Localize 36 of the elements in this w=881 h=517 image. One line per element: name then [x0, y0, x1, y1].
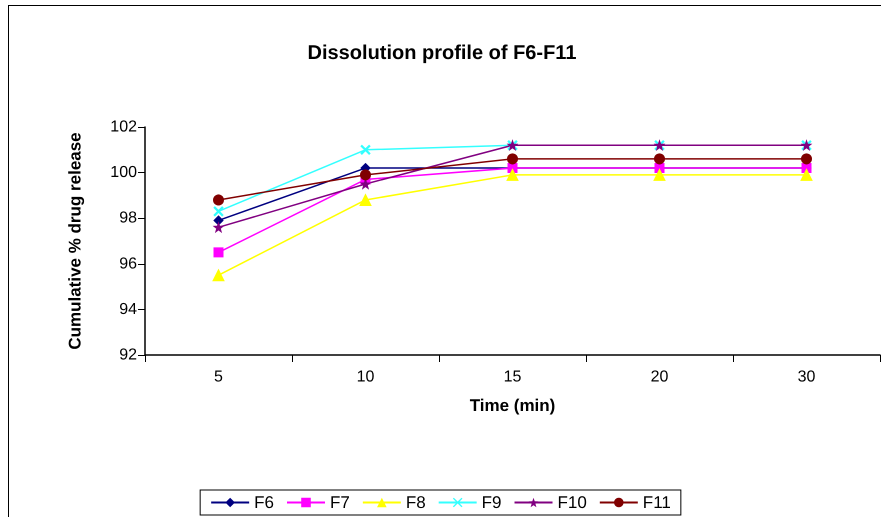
- point: [360, 194, 372, 206]
- point: [213, 194, 224, 206]
- legend-label: F7: [330, 493, 350, 512]
- point: [506, 168, 518, 181]
- point: [214, 215, 224, 226]
- legend-label: F10: [558, 493, 587, 512]
- x-tick-label: 20: [650, 368, 668, 386]
- point: [801, 153, 812, 164]
- y-tick-label: 96: [119, 255, 138, 272]
- y-tick-label: 102: [110, 118, 138, 136]
- x-tick-label: 15: [504, 368, 522, 386]
- point: [654, 153, 665, 164]
- point: [214, 247, 224, 258]
- point: [800, 168, 812, 181]
- point: [214, 206, 224, 216]
- point: [212, 269, 224, 282]
- x-tick-label: 5: [214, 368, 224, 386]
- y-tick-label: 98: [119, 210, 138, 227]
- chart-title: Dissolution profile of F6-F11: [308, 42, 576, 64]
- x-tick-label: 30: [798, 368, 816, 386]
- legend-label: F9: [482, 493, 502, 512]
- point: [654, 168, 666, 181]
- y-axis-title: Cumulative % drug release: [66, 132, 84, 350]
- point: [360, 144, 370, 155]
- y-tick-label: 100: [110, 164, 138, 182]
- x-tick-label: 10: [356, 368, 374, 386]
- y-tick-label: 92: [119, 346, 138, 364]
- point: [507, 153, 518, 164]
- y-tick-label: 94: [119, 300, 138, 318]
- legend-label: F6: [254, 493, 274, 512]
- point: [214, 222, 224, 232]
- legend-label: F11: [642, 493, 671, 512]
- x-axis-title: Time (min): [470, 396, 556, 415]
- legend-label: F8: [406, 493, 426, 512]
- point: [360, 179, 370, 189]
- point: [360, 169, 371, 180]
